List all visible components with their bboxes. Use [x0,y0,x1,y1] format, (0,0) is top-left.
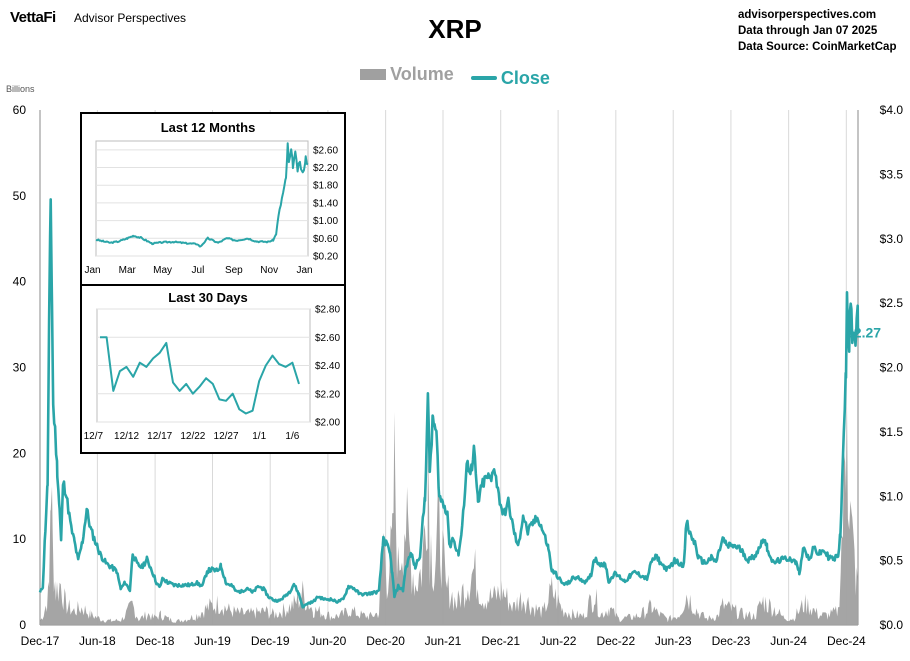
y-left-tick-5: 50 [13,189,27,203]
inset-30d-x-tick-5: 1/1 [252,431,266,442]
inset-30d-x-tick-4: 12/27 [214,431,239,442]
brand-subtitle: Advisor Perspectives [74,11,187,25]
y-right-tick-8: $4.0 [880,103,904,117]
inset-30d-y-tick-3: $2.60 [315,333,340,344]
source-line-provider: Data Source: CoinMarketCap [738,41,897,53]
y-left-tick-3: 30 [13,361,27,375]
close-line [38,198,860,609]
legend-label-volume: Volume [390,64,454,84]
inset-12m-x-tick-5: Nov [260,265,278,276]
source-line-site: advisorperspectives.com [738,9,877,21]
x-tick-label-11: Jun-23 [655,634,692,648]
inset-12m-y-tick-4: $1.80 [313,181,338,192]
inset-12m-title: Last 12 Months [161,120,256,135]
x-tick-label-6: Dec-20 [366,634,405,648]
inset-30d-y-tick-4: $2.80 [315,305,340,316]
x-tick-label-9: Jun-22 [540,634,577,648]
inset-12m-y-tick-5: $2.20 [313,163,338,174]
inset-12m-x-tick-3: Jul [192,265,205,276]
legend-swatch-close [470,76,497,80]
inset-12m-x-tick-0: Jan [84,265,100,276]
y-right-tick-2: $1.0 [880,489,904,503]
y-right-tick-0: $0.0 [880,618,904,632]
y-left-tick-4: 40 [13,275,27,289]
y-right-tick-1: $0.5 [880,554,904,568]
x-tick-label-0: Dec-17 [21,634,60,648]
x-tick-label-2: Dec-18 [136,634,175,648]
inset-12m-close-line [95,142,309,248]
inset-30d-x-tick-6: 1/6 [285,431,299,442]
y-left-tick-6: 60 [13,103,27,117]
brand-logo: VettaFi [10,9,56,26]
inset-12m-x-tick-6: Jan [296,265,312,276]
x-tick-label-12: Dec-23 [712,634,751,648]
y-right-tick-3: $1.5 [880,425,904,439]
inset-12m-y-tick-0: $0.20 [313,252,338,263]
x-tick-label-13: Jun-24 [770,634,807,648]
inset-30d: Last 30 Days $2.00 $2.20 $2.40 $2.60 $2.80 12/… [84,290,341,442]
inset-12m-x-tick-4: Sep [225,265,243,276]
inset-30d-x-tick-3: 12/22 [180,431,205,442]
inset-12m-y-tick-3: $1.40 [313,198,338,209]
x-tick-label-1: Jun-18 [79,634,116,648]
inset-30d-y-tick-2: $2.40 [315,361,340,372]
y-left-unit: Billions [6,84,35,94]
inset-12m-x-tick-1: Mar [119,265,137,276]
chart-legend: Volume Close [0,64,910,89]
inset-12m-y-tick-6: $2.60 [313,145,338,156]
inset-30d-x-tick-0: 12/7 [84,431,104,442]
x-tick-label-8: Dec-21 [481,634,520,648]
inset-30d-close-line [100,336,300,415]
y-left-tick-0: 0 [19,618,26,632]
y-right-tick-7: $3.5 [880,167,904,181]
inset-30d-title: Last 30 Days [168,290,248,305]
inset-12m-y-tick-2: $1.00 [313,216,338,227]
inset-30d-y-tick-1: $2.20 [315,389,340,400]
y-right-tick-6: $3.0 [880,232,904,246]
source-line-date: Data through Jan 07 2025 [738,25,878,37]
y-right-tick-5: $2.5 [880,296,904,310]
x-tick-label-5: Jun-20 [310,634,347,648]
inset-30d-y-tick-0: $2.00 [315,418,340,429]
inset-12m: Last 12 Months $0.20 $0.60 $1.00 $1.40 $1.80 $… [84,120,338,276]
legend-item-volume: Volume [360,64,454,85]
source-block: advisorperspectives.com Data through Jan… [738,7,896,55]
y-right-tick-4: $2.0 [880,361,904,375]
x-tick-label-14: Dec-24 [827,634,866,648]
chart-title: XRP [428,14,482,44]
x-tick-label-7: Jun-21 [425,634,462,648]
legend-swatch-volume [360,69,387,80]
inset-30d-x-tick-2: 12/17 [147,431,172,442]
inset-12m-y-tick-1: $0.60 [313,234,338,245]
y-left-tick-2: 20 [13,446,27,460]
inset-30d-x-tick-1: 12/12 [114,431,139,442]
legend-label-close: Close [500,67,550,88]
legend-item-close: Close [470,67,550,89]
x-tick-label-10: Dec-22 [596,634,635,648]
x-tick-label-4: Dec-19 [251,634,290,648]
inset-12m-x-tick-2: May [153,265,172,276]
y-left-tick-1: 10 [13,532,27,546]
x-tick-label-3: Jun-19 [194,634,231,648]
last-value-label: $2.27 [846,325,881,341]
